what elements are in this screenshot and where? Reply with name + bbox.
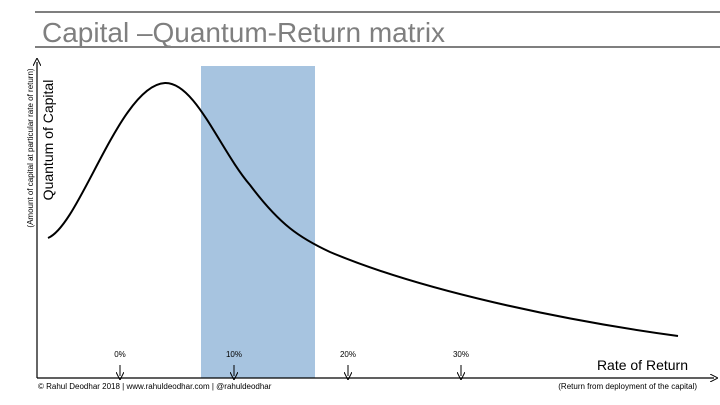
marker-label: 30% [453,350,469,359]
marker-label: 0% [114,350,126,359]
y-axis-label: Quantum of Capital [40,80,56,201]
highlight-band [201,66,315,378]
marker-label: 20% [340,350,356,359]
marker-label: 10% [226,350,242,359]
capital-curve [47,81,679,337]
x-axis-note: (Return from deployment of the capital) [558,382,697,391]
y-axis-note: (Amount of capital at particular rate of… [26,68,35,228]
markers: 0% 10% 20% 30% [114,350,469,376]
slide-title: Capital –Quantum-Return matrix [42,17,445,48]
x-axis-label: Rate of Return [597,357,688,373]
credit: © Rahul Deodhar 2018 | www.rahuldeodhar.… [38,382,272,391]
